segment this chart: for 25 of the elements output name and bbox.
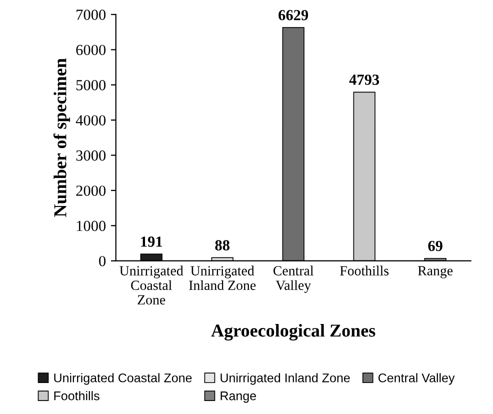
legend-label: Unirrigated Inland Zone [220,373,350,385]
x-tick-label: Range [418,266,453,278]
x-tick-label: Unirrigated Inland Zone [189,266,256,290]
data-label: 88 [215,240,230,250]
y-tick-label: 6000 [76,44,106,56]
y-tick-label: 2000 [76,186,106,196]
legend-label: Unirrigated Coastal Zone [54,373,192,385]
data-label: 6629 [278,10,308,20]
x-tick-label: Central Valley [273,266,314,293]
y-tick-label: 5000 [76,80,106,90]
legend-label: Central Valley [378,373,455,385]
legend-label: Range [220,392,256,403]
x-tick-label: Foothills [340,266,389,276]
y-tick-label: 3000 [76,150,106,161]
y-tick-label: 7000 [76,10,106,20]
y-tick-label: 4000 [76,115,106,126]
x-tick-label: Unirrigated Coastal Zone [120,266,184,305]
y-tick-label: 0 [99,256,106,266]
legend-label: Foothills [54,391,100,400]
data-label: 69 [428,240,442,252]
x-axis-title: Agroecological Zones [211,324,376,341]
y-axis-title: Number of specimen [53,58,70,217]
data-label: 4793 [349,74,380,85]
data-label: 191 [141,236,162,247]
y-tick-label: 1000 [76,220,106,232]
